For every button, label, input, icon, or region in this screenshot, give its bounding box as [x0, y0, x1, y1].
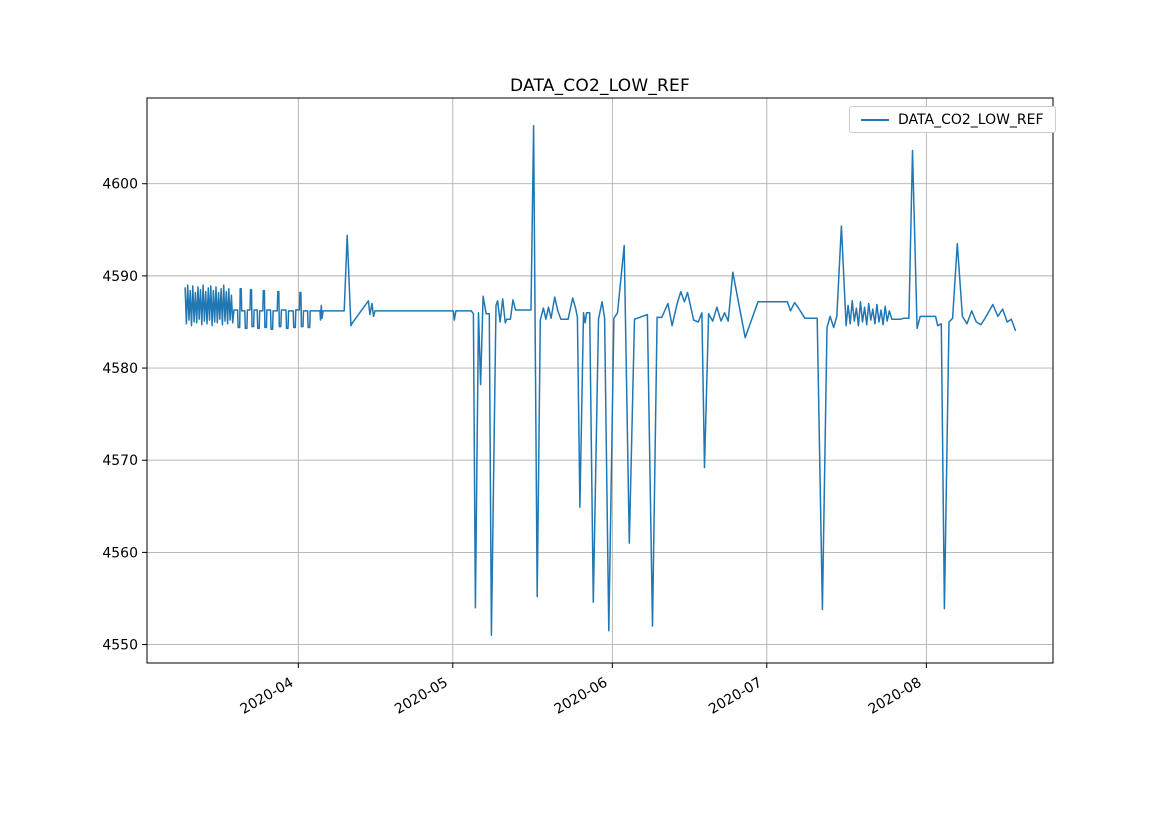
y-tick-label: 4600 [102, 177, 138, 193]
legend-line-swatch [861, 118, 889, 121]
y-tick-label: 4590 [102, 269, 138, 285]
axes-spines [146, 97, 1054, 664]
data-line [184, 124, 1017, 637]
legend: DATA_CO2_LOW_REF [849, 106, 1056, 133]
y-tick-label: 4570 [102, 453, 138, 469]
x-tick-label: 2020-05 [392, 675, 451, 718]
x-tick-label: 2020-07 [706, 675, 765, 718]
x-tick-label: 2020-06 [552, 675, 611, 718]
y-tick-label: 4560 [102, 545, 138, 561]
legend-label: DATA_CO2_LOW_REF [898, 111, 1044, 128]
y-tick-label: 4580 [102, 361, 138, 377]
x-tick-label: 2020-08 [866, 675, 925, 718]
x-tick-label: 2020-04 [238, 675, 297, 718]
chart-title: DATA_CO2_LOW_REF [510, 76, 690, 96]
y-tick-label: 4550 [102, 638, 138, 654]
